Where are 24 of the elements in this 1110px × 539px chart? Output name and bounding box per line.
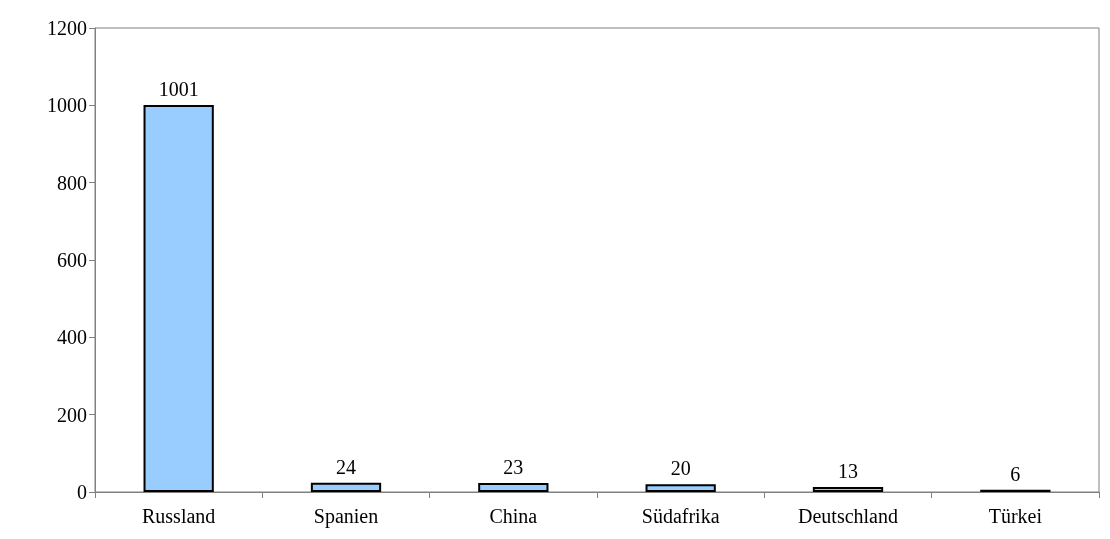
y-tick-label: 1000 (47, 94, 87, 117)
data-label: 24 (336, 455, 356, 478)
y-tick-label: 600 (57, 249, 87, 271)
bar (478, 483, 549, 492)
data-label: 6 (1010, 462, 1021, 485)
y-tick-label: 800 (57, 171, 87, 194)
data-label: 23 (503, 456, 524, 479)
x-tick-label: Russland (141, 505, 216, 527)
y-tick-label: 1200 (47, 17, 87, 39)
y-tick-label: 200 (57, 403, 87, 426)
data-label: 20 (670, 457, 691, 480)
x-tick-label: Türkei (988, 505, 1043, 527)
data-label: 13 (838, 459, 858, 482)
data-label: 1001 (158, 77, 199, 100)
y-tick-label: 400 (57, 326, 87, 349)
x-tick-label: China (489, 505, 538, 527)
bar (143, 104, 214, 492)
bar (645, 484, 716, 492)
bar (812, 486, 884, 492)
y-tick-label: 0 (77, 481, 87, 503)
x-tick-label: Spanien (313, 505, 379, 528)
x-tick-label: Deutschland (798, 505, 898, 527)
bar (310, 482, 382, 492)
x-tick-label: Südafrika (641, 505, 720, 527)
